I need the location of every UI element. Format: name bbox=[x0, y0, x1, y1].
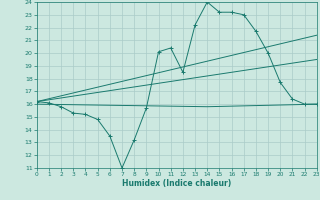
X-axis label: Humidex (Indice chaleur): Humidex (Indice chaleur) bbox=[122, 179, 231, 188]
